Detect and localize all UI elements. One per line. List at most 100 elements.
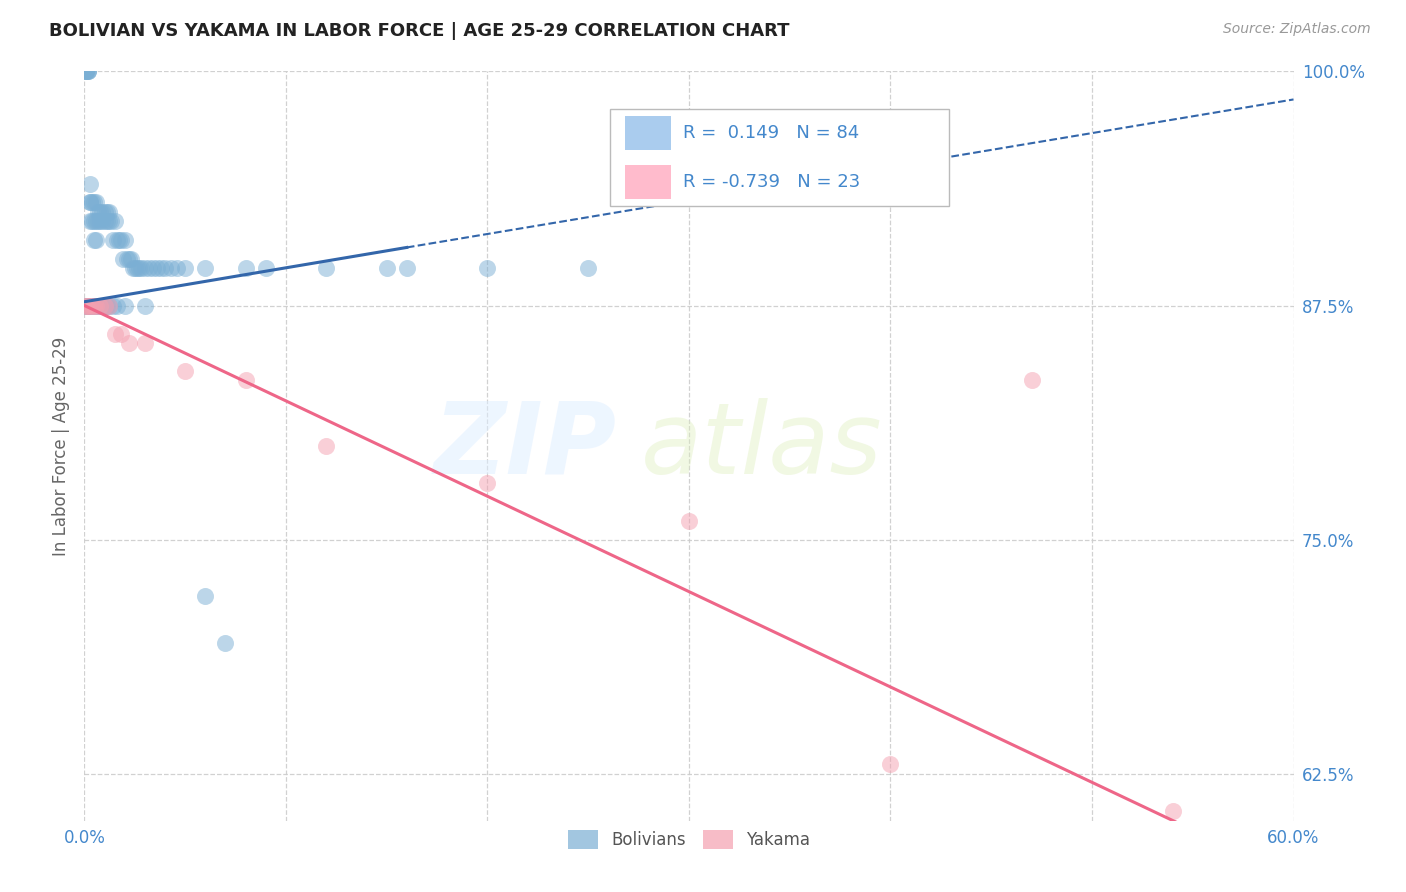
Point	[77, 64, 100, 78]
Point	[87, 299, 110, 313]
Point	[105, 299, 128, 313]
Point	[79, 214, 101, 228]
Point	[82, 214, 104, 228]
Point	[111, 252, 134, 266]
Text: Source: ZipAtlas.com: Source: ZipAtlas.com	[1223, 22, 1371, 37]
Bar	[624, 165, 671, 199]
Point	[107, 233, 129, 247]
Point	[110, 326, 132, 341]
Point	[77, 64, 100, 78]
Point	[166, 261, 188, 276]
Point	[77, 299, 100, 313]
Point	[375, 261, 398, 276]
Point	[97, 299, 120, 313]
Point	[83, 233, 105, 247]
Point	[121, 261, 143, 276]
Point	[477, 476, 499, 491]
Point	[146, 261, 169, 276]
Point	[194, 589, 217, 603]
Point	[101, 233, 124, 247]
Point	[89, 205, 111, 219]
Point	[79, 177, 101, 191]
Point	[93, 205, 115, 219]
Point	[79, 195, 101, 210]
Point	[75, 64, 97, 78]
Point	[125, 261, 148, 276]
Point	[118, 252, 141, 266]
Point	[79, 299, 101, 313]
Point	[83, 299, 105, 313]
Point	[235, 374, 257, 388]
Y-axis label: In Labor Force | Age 25-29: In Labor Force | Age 25-29	[52, 336, 70, 556]
Point	[235, 261, 257, 276]
Point	[118, 336, 141, 351]
Point	[93, 299, 115, 313]
Point	[576, 261, 599, 276]
Point	[75, 64, 97, 78]
Point	[134, 261, 156, 276]
Point	[174, 261, 197, 276]
Point	[315, 261, 337, 276]
Point	[83, 195, 105, 210]
Point	[86, 299, 108, 313]
Point	[128, 261, 150, 276]
Point	[82, 299, 104, 313]
Point	[194, 261, 217, 276]
Point	[1161, 805, 1184, 819]
Point	[97, 214, 120, 228]
Point	[89, 299, 111, 313]
Point	[134, 299, 156, 313]
Point	[110, 233, 132, 247]
Text: R = -0.739   N = 23: R = -0.739 N = 23	[683, 173, 860, 191]
Point	[75, 64, 97, 78]
Point	[75, 299, 97, 313]
Point	[129, 261, 152, 276]
Point	[93, 214, 115, 228]
Point	[160, 261, 183, 276]
Point	[86, 233, 108, 247]
Legend: Bolivians, Yakama: Bolivians, Yakama	[560, 822, 818, 857]
Point	[75, 299, 97, 313]
Point	[75, 299, 97, 313]
Text: BOLIVIAN VS YAKAMA IN LABOR FORCE | AGE 25-29 CORRELATION CHART: BOLIVIAN VS YAKAMA IN LABOR FORCE | AGE …	[49, 22, 790, 40]
FancyBboxPatch shape	[610, 109, 949, 206]
Point	[87, 214, 110, 228]
Point	[86, 195, 108, 210]
Point	[97, 299, 120, 313]
Point	[254, 261, 277, 276]
Point	[79, 299, 101, 313]
Point	[89, 299, 111, 313]
Point	[96, 205, 118, 219]
Point	[83, 299, 105, 313]
Point	[115, 252, 138, 266]
Point	[105, 233, 128, 247]
Point	[477, 261, 499, 276]
Bar	[624, 116, 671, 150]
Point	[315, 439, 337, 453]
Point	[96, 299, 118, 313]
Point	[91, 205, 114, 219]
Point	[93, 299, 115, 313]
Point	[142, 261, 165, 276]
Point	[1021, 374, 1043, 388]
Text: R =  0.149   N = 84: R = 0.149 N = 84	[683, 124, 859, 142]
Point	[83, 214, 105, 228]
Point	[678, 514, 700, 528]
Point	[77, 64, 100, 78]
Point	[82, 299, 104, 313]
Point	[75, 64, 97, 78]
Point	[104, 214, 127, 228]
Point	[153, 261, 176, 276]
Point	[114, 233, 136, 247]
Text: ZIP: ZIP	[433, 398, 616, 494]
Point	[138, 261, 160, 276]
Point	[101, 299, 124, 313]
Point	[1181, 823, 1204, 838]
Point	[91, 299, 114, 313]
Point	[77, 299, 100, 313]
Point	[124, 261, 146, 276]
Point	[87, 205, 110, 219]
Point	[174, 364, 197, 378]
Point	[91, 214, 114, 228]
Point	[86, 214, 108, 228]
